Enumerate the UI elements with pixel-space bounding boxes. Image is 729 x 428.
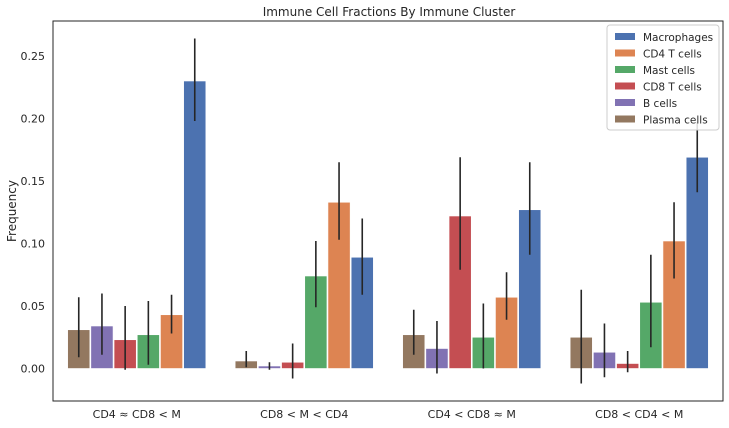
y-tick-label: 0.05: [21, 300, 46, 313]
legend-label: Mast cells: [643, 65, 695, 77]
x-tick-label: CD8 < M < CD4: [260, 408, 348, 421]
bar-macrophages: [183, 80, 207, 369]
legend: Macrophages CD4 T cells Mast cells CD8 T ce…: [606, 24, 720, 131]
legend-label: Plasma cells: [643, 115, 708, 127]
y-tick-label: 0.00: [21, 363, 46, 376]
y-tick-label: 0.25: [21, 50, 46, 63]
legend-swatch: [615, 66, 635, 73]
legend-swatch: [615, 115, 635, 123]
y-tick-label: 0.10: [21, 238, 46, 251]
chart-title: Immune Cell Fractions By Immune Cluster: [263, 5, 516, 19]
plot-frame: [52, 20, 724, 402]
y-axis-label: Frequency: [5, 180, 19, 242]
legend-label: CD8 T cells: [643, 82, 702, 94]
legend-swatch: [615, 33, 635, 40]
legend-swatch: [615, 99, 635, 106]
x-tick-label: CD8 < CD4 < M: [595, 408, 683, 421]
legend-label: B cells: [643, 98, 677, 110]
y-tick-label: 0.20: [21, 113, 46, 126]
y-tick-label: 0.15: [21, 175, 46, 188]
legend-swatch: [615, 49, 635, 57]
legend-swatch: [615, 82, 635, 90]
legend-label: Macrophages: [643, 32, 713, 44]
x-tick-label: CD4 ≈ CD8 < M: [93, 408, 181, 421]
legend-label: CD4 T cells: [643, 49, 702, 61]
x-tick-label: CD4 < CD8 ≈ M: [428, 408, 516, 421]
